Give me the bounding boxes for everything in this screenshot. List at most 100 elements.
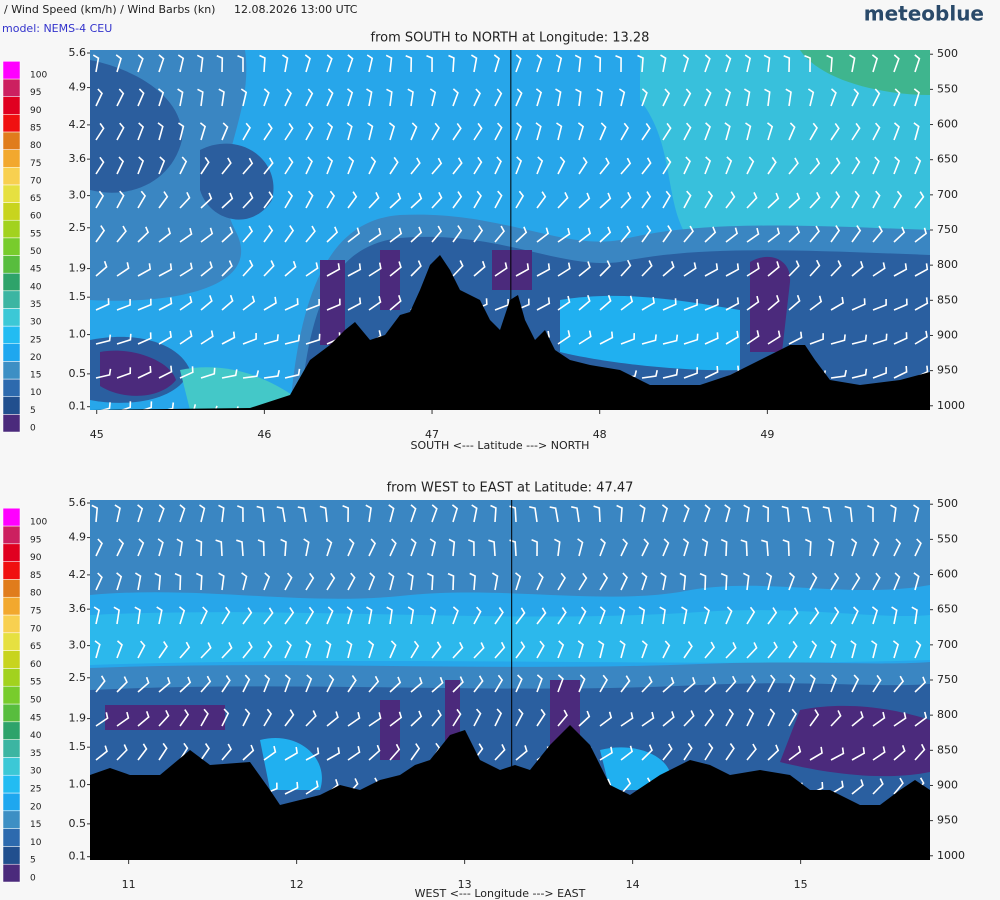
wind-barb (599, 157, 610, 175)
wind-barb (388, 122, 396, 141)
wind-barb (284, 781, 299, 795)
wind-barb (788, 157, 799, 175)
wind-barb (429, 538, 437, 557)
colorbar-swatch (2, 757, 21, 776)
wind-barb (620, 712, 634, 727)
wind-barb (554, 538, 561, 557)
wind-barb (850, 538, 858, 557)
wind-barb (179, 227, 193, 243)
wind-barb (536, 674, 543, 693)
wind-barb (851, 711, 864, 727)
wind-barb (872, 190, 881, 209)
wind-barb (683, 333, 699, 345)
wind-barb (134, 572, 142, 591)
wind-barb (137, 122, 145, 141)
wind-barb (116, 299, 131, 311)
wind-barb (641, 191, 652, 209)
wind-barb (115, 54, 122, 73)
wind-barb (641, 122, 651, 141)
wind-barb (662, 334, 679, 345)
wind-barb (703, 606, 710, 625)
wind-barb (515, 54, 522, 73)
colorbar-label: 65 (30, 642, 41, 652)
wind-barb (158, 709, 170, 727)
wind-barb (410, 226, 423, 243)
y-tick-label: 4.2 (69, 118, 87, 131)
wind-barb (221, 260, 233, 277)
wind-barb (788, 331, 803, 345)
brand[interactable]: meteoblue (864, 2, 984, 26)
wind-barb (788, 572, 795, 591)
wind-barb (113, 606, 120, 625)
wind-barb (620, 777, 632, 795)
wind-barb (804, 55, 811, 73)
wind-barb (557, 674, 564, 693)
colorbar-label: 65 (30, 194, 41, 204)
wind-barb (263, 122, 273, 141)
wind-barb (515, 708, 524, 727)
wind-barb (599, 331, 614, 345)
colorbar-label: 70 (30, 176, 42, 186)
wind-barb (851, 747, 866, 761)
wind-barb (767, 192, 780, 209)
wind-barb (221, 294, 234, 311)
wind-barb (683, 225, 694, 243)
wind-barb (872, 88, 881, 107)
wind-barb (263, 745, 277, 761)
wind-barb (200, 295, 213, 311)
y2-tick-label: 650 (937, 603, 958, 616)
wind-barb (221, 226, 234, 243)
wind-barb (746, 675, 756, 693)
wind-barb (157, 538, 164, 557)
wind-barb (284, 190, 294, 209)
wind-barb (137, 298, 152, 311)
y2-tick-label: 700 (937, 638, 958, 651)
wind-barb (662, 190, 671, 209)
y2-tick-label: 750 (937, 673, 958, 686)
model-label: model: NEMS-4 CEU (2, 22, 112, 35)
wind-barb (256, 505, 265, 523)
colorbar-swatch (2, 378, 21, 397)
colorbar-swatch (2, 290, 21, 309)
y-tick-label: 1.0 (69, 778, 87, 791)
wind-barb (704, 676, 717, 693)
wind-barb (704, 226, 717, 243)
colorbar-swatch (2, 184, 21, 203)
wind-barb (599, 711, 613, 727)
wind-barb (893, 298, 908, 311)
wind-barb (699, 572, 707, 591)
y-tick-label: 0.5 (69, 367, 87, 380)
wind-barb (179, 262, 193, 277)
wind-barb (137, 743, 148, 761)
wind-barb (620, 675, 631, 693)
wind-barb (822, 506, 832, 523)
wind-barb (872, 156, 880, 175)
wind-barb (620, 572, 628, 591)
colorbar-swatch (2, 703, 21, 723)
wind-barb (431, 709, 442, 727)
wind-barb (448, 54, 455, 73)
wind-barb (662, 156, 672, 175)
wind-barb (221, 369, 238, 379)
wind-barb (494, 708, 503, 727)
colorbar-swatch (2, 202, 21, 221)
wind-barb (893, 122, 900, 141)
wind-barb (242, 259, 254, 277)
wind-barb (494, 299, 509, 311)
colorbar-swatch (2, 846, 21, 865)
wind-barb (725, 263, 740, 277)
wind-barb (746, 295, 760, 311)
wind-barb (158, 156, 166, 175)
wind-barb (724, 122, 731, 141)
wind-barb (368, 262, 382, 277)
wind-barb (218, 572, 225, 591)
wind-barb (536, 227, 550, 243)
wind-barb (683, 367, 698, 379)
wind-barb (263, 157, 274, 175)
wind-barb (179, 709, 190, 727)
colorbar-label: 45 (30, 713, 41, 723)
wind-barb (557, 156, 566, 175)
colorbar-label: 25 (30, 785, 41, 795)
colorbar-swatch (2, 650, 21, 669)
wind-barb (536, 263, 551, 277)
